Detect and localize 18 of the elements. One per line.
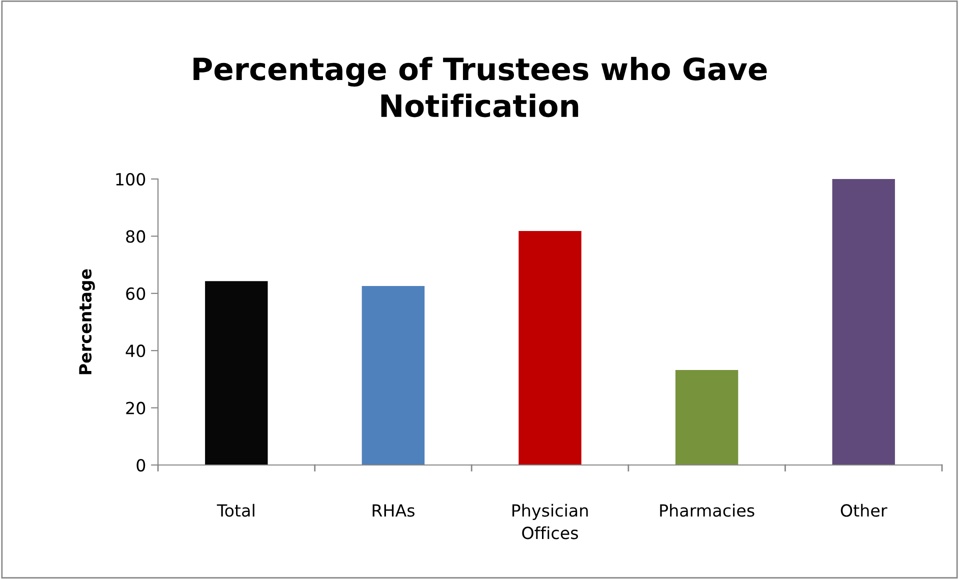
y-tick-label: 0 xyxy=(136,458,146,472)
x-tick-label: Physician Offices xyxy=(512,504,588,540)
y-tick-label: 20 xyxy=(126,402,146,414)
chart-title: Percentage of Trustees who Gave Notification xyxy=(194,56,767,118)
bar xyxy=(518,231,582,465)
x-tick-label: Total xyxy=(216,504,254,517)
y-tick-label: 60 xyxy=(126,287,146,300)
y-tick-label: 100 xyxy=(116,172,146,186)
y-tick-label: 80 xyxy=(126,230,146,243)
bar xyxy=(675,370,738,465)
x-tick-label: Other xyxy=(840,504,888,517)
x-tick-label: Pharmacies xyxy=(660,504,754,517)
y-tick-label: 40 xyxy=(126,344,146,358)
x-tick-label: RHAs xyxy=(372,504,414,517)
bar xyxy=(832,179,895,465)
y-axis-title: Percentage xyxy=(79,269,95,374)
bar xyxy=(205,281,268,465)
bar xyxy=(362,286,425,465)
